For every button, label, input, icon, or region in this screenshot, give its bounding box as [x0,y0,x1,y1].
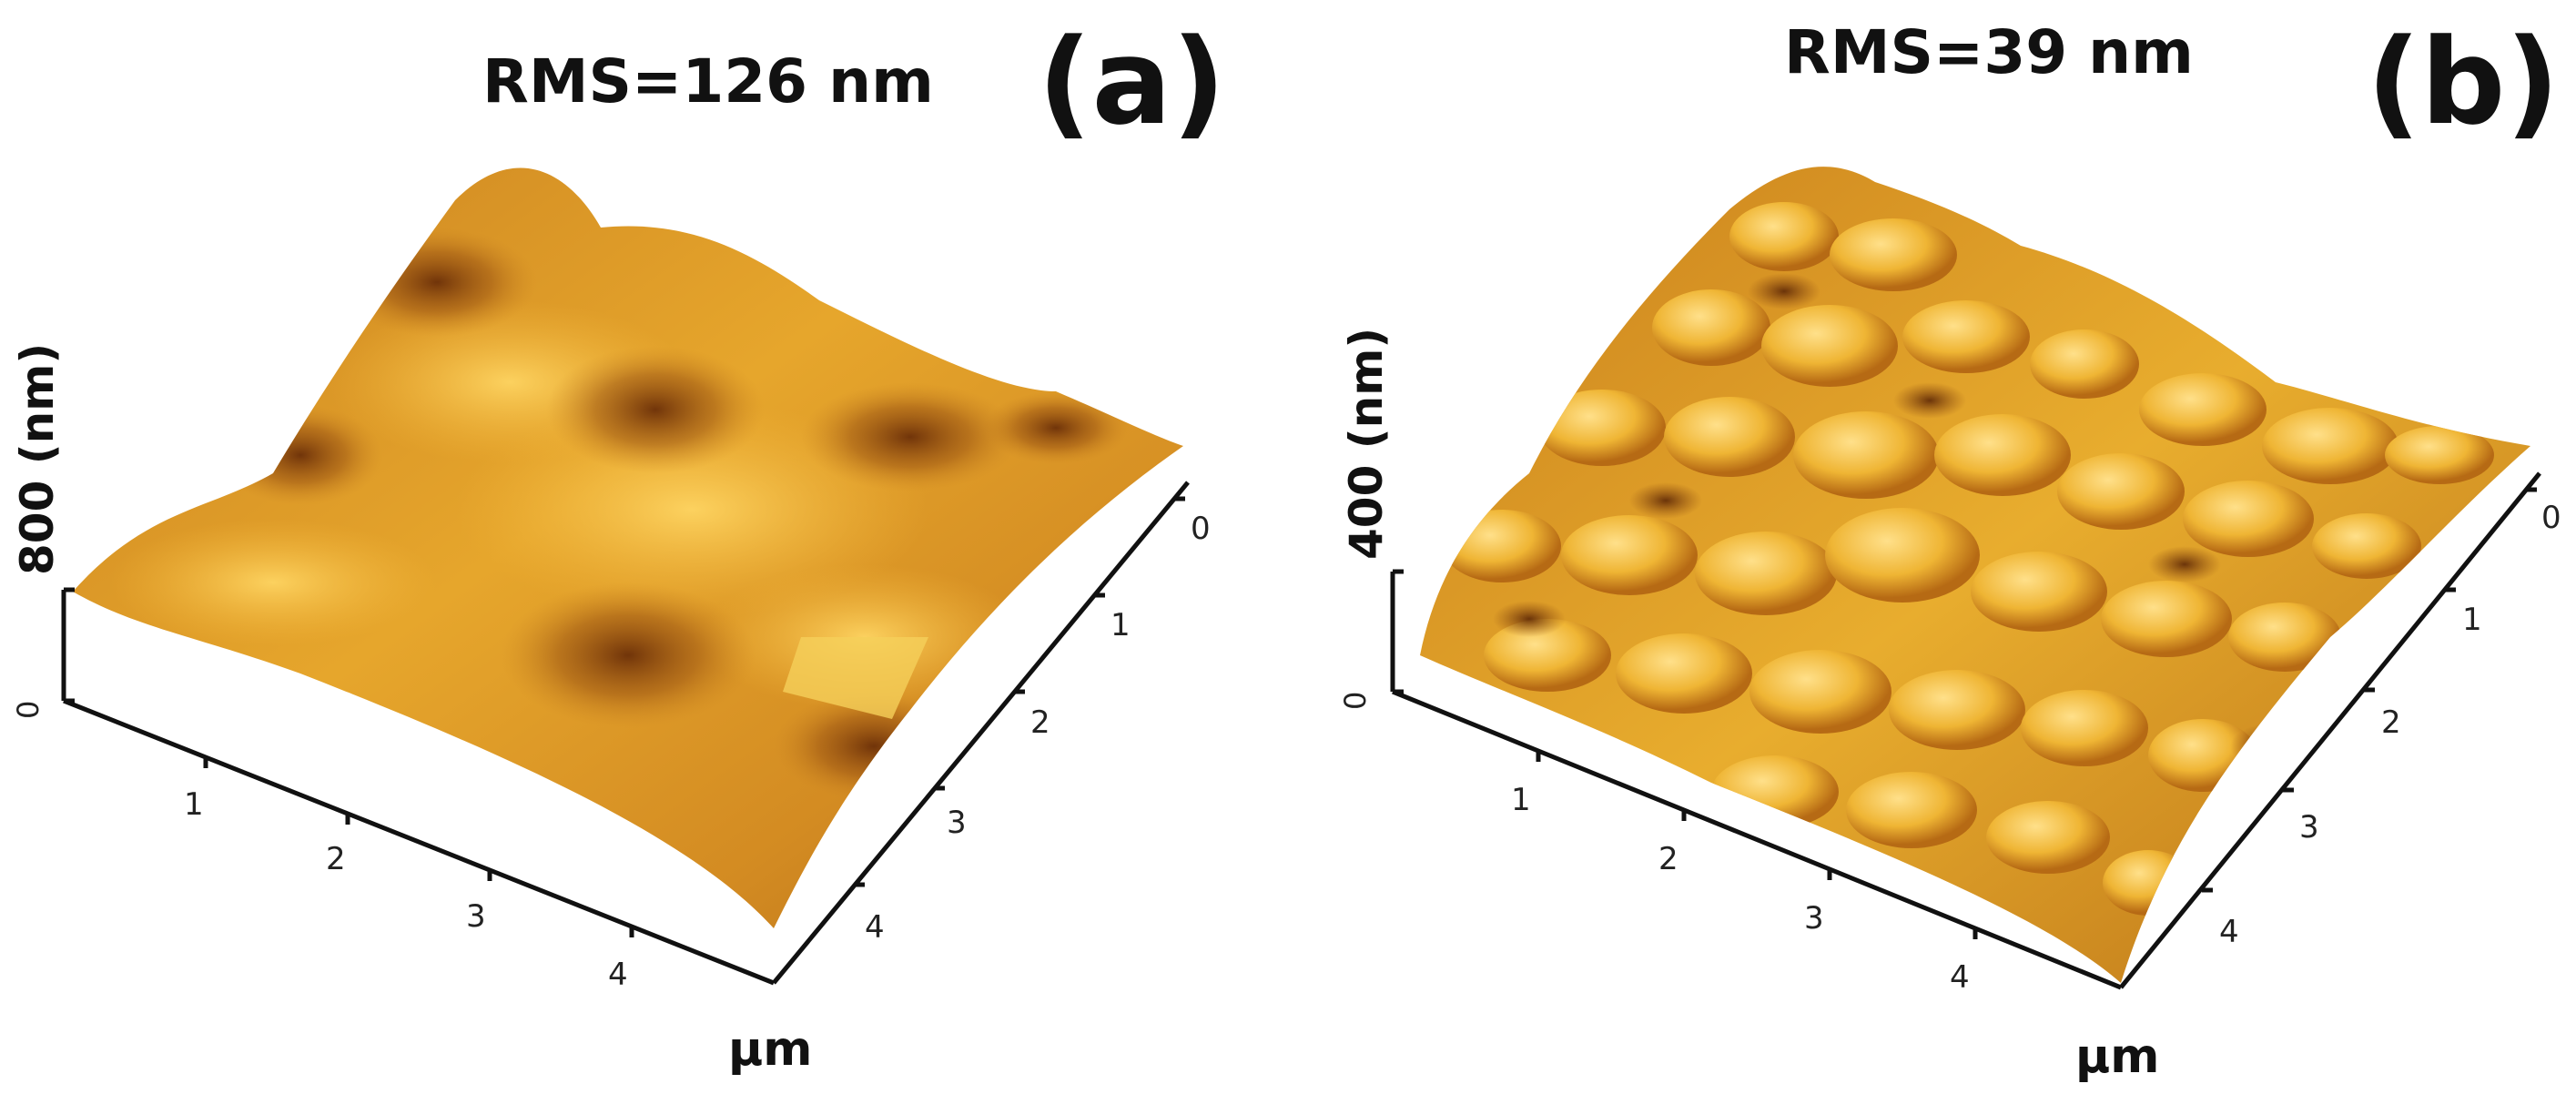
y-tick-b-2: 2 [2381,704,2401,741]
panel-a: RMS=126 nm (a) 800 (nm) 0 1 2 3 4 0 1 2 … [11,13,1226,1077]
x-tick-a-3: 3 [466,898,486,935]
rms-label-a: RMS=126 nm [482,46,934,116]
afm-surface-b [1420,167,2530,983]
axes-a [61,481,1190,986]
x-tick-b-1: 1 [1511,782,1531,818]
rms-label-b: RMS=39 nm [1784,17,2194,87]
panel-letter-a: (a) [1038,13,1226,151]
x-tick-a-4: 4 [608,957,628,993]
panel-letter-b: (b) [2367,13,2560,151]
x-tick-b-4: 4 [1950,959,1970,996]
z-zero-a: 0 [11,701,46,719]
y-tick-a-0: 0 [1191,511,1211,547]
y-tick-a-2: 2 [1030,704,1050,741]
panel-b: RMS=39 nm (b) 400 (nm) 0 1 2 3 4 0 1 2 3… [1338,13,2561,1084]
y-tick-b-3: 3 [2299,809,2319,846]
unit-label-a: µm [728,1022,812,1077]
z-axis-label-b: 400 (nm) [1340,328,1393,560]
z-axis-label-a: 800 (nm) [11,343,64,575]
y-tick-a-4: 4 [865,909,885,946]
y-tick-b-1: 1 [2462,602,2482,638]
x-tick-b-3: 3 [1804,900,1824,937]
unit-label-b: µm [2075,1029,2159,1084]
y-tick-b-0: 0 [2541,500,2561,536]
x-tick-b-2: 2 [1658,841,1678,877]
x-tick-a-2: 2 [326,841,346,877]
axes-b [1390,471,2541,990]
y-tick-a-1: 1 [1111,607,1131,643]
y-tick-a-3: 3 [947,805,967,841]
z-zero-b: 0 [1338,692,1373,710]
afm-surface-a [73,167,1183,929]
y-tick-b-4: 4 [2219,914,2239,950]
x-tick-a-1: 1 [184,786,204,823]
